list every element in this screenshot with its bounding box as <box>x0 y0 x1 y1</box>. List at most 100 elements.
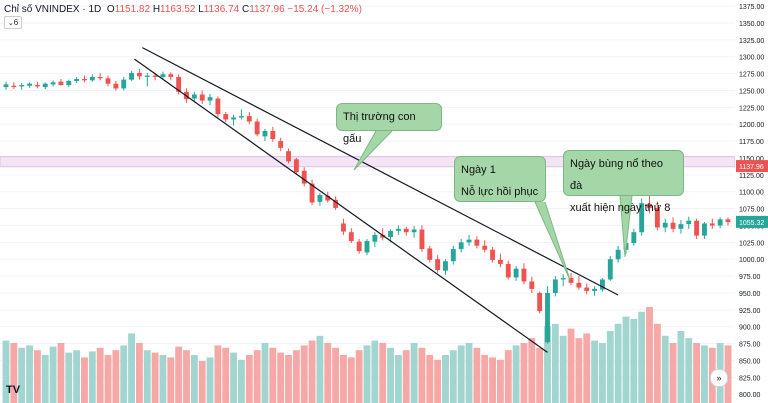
volume-bar <box>143 350 151 403</box>
last-price-tag: 1055.32 <box>739 220 764 227</box>
open-label: O <box>106 4 115 15</box>
volume-bar <box>473 347 481 403</box>
candle-body <box>631 232 637 244</box>
price-axis: 800.00 825.00 850.00 875.00 900.00 925.00 950.… <box>735 0 768 403</box>
candle-body <box>584 287 590 291</box>
y-tick-label: 1325.00 <box>739 38 764 45</box>
symbol-name[interactable]: Chỉ số VNINDEX <box>4 4 80 15</box>
volume-bar <box>120 345 128 403</box>
volume-bar <box>18 347 26 403</box>
candle-body <box>521 268 527 282</box>
volume-bar <box>442 355 449 403</box>
candle-body <box>348 232 354 241</box>
candle-body <box>215 98 221 115</box>
trendline <box>142 47 619 296</box>
volume-bar <box>638 311 646 403</box>
candle-body <box>694 220 700 236</box>
candle-body <box>286 151 291 162</box>
candle-body <box>278 141 284 148</box>
volume-bar <box>167 357 175 403</box>
candle-body <box>678 224 684 229</box>
candle-body <box>568 278 574 283</box>
y-tick-label: 1000.00 <box>739 257 764 264</box>
candle-body <box>725 219 731 223</box>
candle-body <box>388 230 393 237</box>
volume-bar <box>489 357 496 403</box>
volume-bar <box>49 346 57 403</box>
close-label: C <box>241 4 250 15</box>
scroll-to-latest-button[interactable]: » <box>710 369 728 387</box>
volume-bar <box>81 357 88 403</box>
y-tick-label: 1275.00 <box>739 72 764 79</box>
candle-body <box>380 234 386 238</box>
candle-body <box>207 97 213 101</box>
candle-body <box>27 83 32 86</box>
y-tick-label: 850.00 <box>739 358 761 365</box>
volume-bar <box>300 345 308 403</box>
low-value: 1136.74 <box>203 4 240 15</box>
axis-background <box>735 0 768 403</box>
candle-body <box>136 72 142 77</box>
candle-body <box>160 74 166 77</box>
candle-body <box>325 195 331 201</box>
candle-body <box>121 79 127 89</box>
volume-bar <box>544 326 551 403</box>
current-price-tag-bg <box>736 160 768 173</box>
chevron-down-icon: ⌄ <box>7 20 14 27</box>
y-tick-label: 1125.00 <box>739 173 764 180</box>
annotation-follow-through[interactable]: Ngày bùng nổ theo đà xuất hiện ngày thứ … <box>563 150 684 214</box>
volume-bar <box>57 343 65 403</box>
volume-bar <box>551 323 559 403</box>
volume-bar <box>536 347 544 403</box>
volume-bar <box>277 352 285 403</box>
candle-body <box>702 223 707 236</box>
candle-body <box>435 259 441 271</box>
candle-body <box>600 279 605 290</box>
candle-body <box>105 78 111 84</box>
y-tick-label: 1200.00 <box>739 122 764 129</box>
candle-body <box>372 234 378 242</box>
open-value: 1151.82 <box>114 4 151 15</box>
candle-body <box>615 249 621 260</box>
low-label: L <box>198 4 204 15</box>
candle-body <box>592 288 598 291</box>
high-value: 1163.52 <box>160 4 196 15</box>
annotation-day1[interactable]: Ngày 1 Nỗ lực hồi phục <box>454 156 546 202</box>
volume-bar <box>308 340 316 403</box>
candle-body <box>19 85 25 87</box>
chart-header: Chỉ số VNINDEX · 1D O1151.82 H1163.52 L1… <box>4 4 362 15</box>
volume-bar <box>481 355 489 403</box>
volume-bar <box>418 347 426 403</box>
candle-body <box>262 130 268 137</box>
candle-body <box>411 229 417 233</box>
candle-body <box>152 75 158 77</box>
interval-label[interactable]: 1D <box>88 4 102 15</box>
change-value: −15.24 (−1.32%) <box>287 4 362 15</box>
candle-body <box>443 261 448 271</box>
volume-bar <box>96 347 104 403</box>
candle-body <box>270 130 276 140</box>
volume-bar <box>449 350 457 403</box>
volume-bar <box>198 361 206 403</box>
candle-body <box>66 81 72 86</box>
annotation-bear-market[interactable]: Thị trường con gấu <box>336 103 442 145</box>
annotation-day1-tail <box>534 201 571 281</box>
volume-bar <box>379 343 387 403</box>
candle-body <box>11 85 17 88</box>
annotation-bear-tail <box>353 130 393 171</box>
y-tick-label: 1250.00 <box>739 88 764 95</box>
volume-bars <box>2 307 732 403</box>
candle-body <box>670 222 676 229</box>
high-label: H <box>152 4 161 15</box>
volume-bar <box>528 338 536 403</box>
indicator-toggle[interactable]: ⌄6 <box>4 16 22 29</box>
header-separator: · <box>82 4 86 15</box>
volume-bar <box>363 345 371 403</box>
candles <box>3 68 731 344</box>
volume-bar <box>599 343 606 403</box>
volume-bar <box>591 340 599 403</box>
y-tick-label: 925.00 <box>739 308 761 315</box>
volume-bar <box>394 355 402 403</box>
tradingview-logo[interactable]: TV <box>6 384 21 396</box>
